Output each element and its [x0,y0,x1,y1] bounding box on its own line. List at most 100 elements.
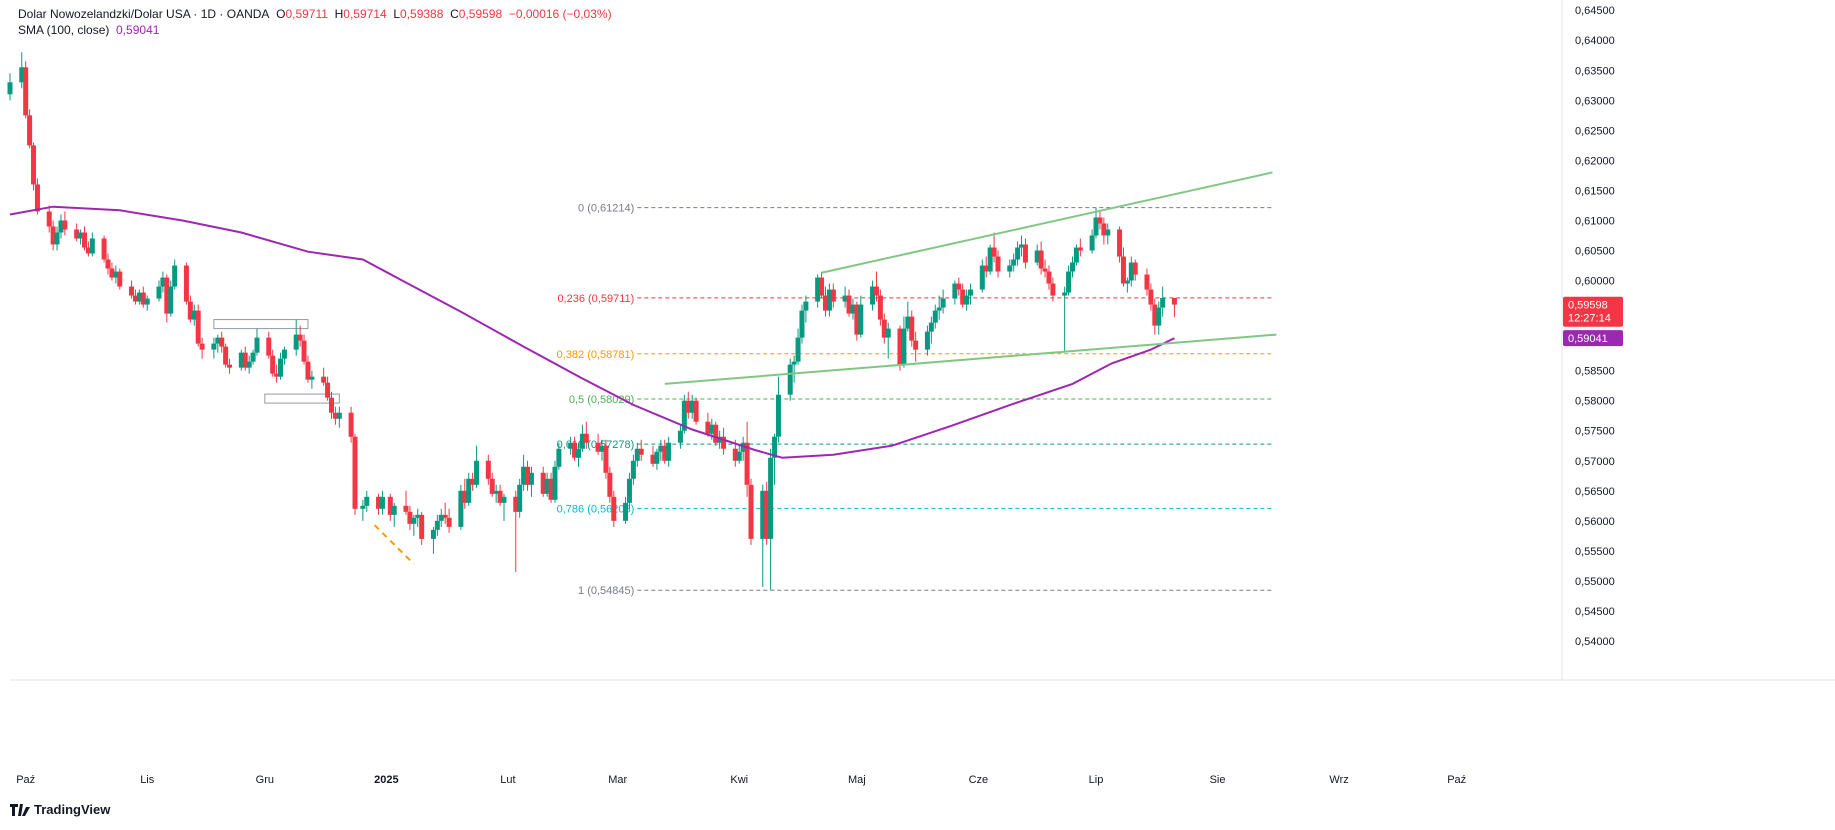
candle[interactable] [960,283,966,308]
candle[interactable] [89,232,95,257]
candle[interactable] [446,508,452,533]
candle[interactable] [1124,277,1130,293]
candle[interactable] [497,484,503,506]
candle[interactable] [877,289,883,326]
candle[interactable] [219,331,225,353]
candle[interactable] [129,280,135,299]
candle[interactable] [403,490,409,515]
candle[interactable] [936,295,942,320]
candle[interactable] [556,442,562,470]
candle[interactable] [873,271,879,302]
sma-label[interactable]: SMA (100, close) [18,23,110,37]
candle[interactable] [885,322,891,359]
candle[interactable] [822,286,828,317]
candle[interactable] [1046,265,1052,290]
candle[interactable] [525,460,531,491]
candle[interactable] [278,352,284,380]
candle[interactable] [693,397,699,425]
candle[interactable] [630,454,636,485]
candle[interactable] [485,454,491,485]
candle[interactable] [242,346,248,371]
candle[interactable] [227,358,233,374]
price-axis[interactable]: 0,64500 0,64000 0,63500 0,63000 0,62500 0,620… [1563,5,1623,648]
candle[interactable] [717,430,723,449]
time-axis[interactable]: Paź Lis Gru 2025 Lut Mar Kwi Maj Cze Lip Sie Wrz Paź [16,774,1466,786]
candle[interactable] [1015,241,1021,266]
candle[interactable] [328,391,334,419]
candle[interactable] [46,205,52,233]
candle[interactable] [250,349,256,365]
candle[interactable] [662,439,668,464]
candle[interactable] [325,376,331,401]
candle[interactable] [493,484,499,503]
rectangle-drawing[interactable] [264,393,340,404]
dashed-trend-segment[interactable] [373,524,415,565]
candle[interactable] [1097,211,1103,230]
candle[interactable] [407,505,413,530]
candle[interactable] [568,436,574,455]
candle[interactable] [1132,259,1138,281]
candle[interactable] [905,301,911,332]
candle[interactable] [1120,247,1126,287]
candle[interactable] [274,364,280,383]
candle[interactable] [1101,217,1107,245]
candle[interactable] [1066,265,1072,296]
candle[interactable] [826,283,832,317]
candle[interactable] [932,304,938,329]
candle[interactable] [897,325,903,371]
candle[interactable] [309,370,315,389]
candle[interactable] [521,454,527,491]
candle[interactable] [332,406,338,425]
candle[interactable] [795,328,801,365]
candle[interactable] [634,442,640,467]
candle[interactable] [599,439,605,461]
candle[interactable] [246,355,252,374]
candle[interactable] [27,109,33,149]
candle[interactable] [815,274,821,308]
candle[interactable] [748,478,754,545]
candle[interactable] [54,226,60,251]
candle[interactable] [321,367,327,386]
candle[interactable] [775,376,781,443]
symbol-title[interactable]: Dolar Nowozelandzki/Dolar USA · 1D · OAN… [18,7,270,21]
candle[interactable] [1042,259,1048,278]
candle[interactable] [1156,301,1162,335]
candle[interactable] [650,445,656,467]
candle[interactable] [501,493,507,521]
candle[interactable] [968,283,974,305]
candle[interactable] [191,304,197,326]
candle[interactable] [238,349,244,371]
candle[interactable] [156,280,162,302]
candle[interactable] [1077,238,1083,257]
candle[interactable] [348,406,354,443]
candle[interactable] [211,337,217,359]
candle[interactable] [50,220,56,251]
candle[interactable] [736,445,742,464]
candle[interactable] [705,412,711,437]
candle[interactable] [352,433,358,515]
candle[interactable] [23,61,29,119]
candle[interactable] [305,355,311,383]
candle[interactable] [474,445,480,488]
candle[interactable] [913,331,919,362]
candle[interactable] [842,286,848,308]
candle[interactable] [760,484,766,587]
candles[interactable] [7,52,1177,590]
candle[interactable] [1105,223,1111,245]
candle[interactable] [360,499,366,521]
candle[interactable] [195,304,201,347]
candle[interactable] [1128,256,1134,287]
candle[interactable] [772,433,778,485]
candle[interactable] [168,280,174,317]
candle[interactable] [19,52,25,89]
candle[interactable] [172,259,178,290]
candle[interactable] [721,427,727,455]
candle[interactable] [1148,283,1154,311]
candle[interactable] [34,178,40,215]
candle[interactable] [924,325,930,356]
candle[interactable] [744,421,750,497]
candle[interactable] [31,142,37,191]
candle[interactable] [442,502,448,524]
candle[interactable] [768,448,774,590]
candle[interactable] [301,334,307,365]
